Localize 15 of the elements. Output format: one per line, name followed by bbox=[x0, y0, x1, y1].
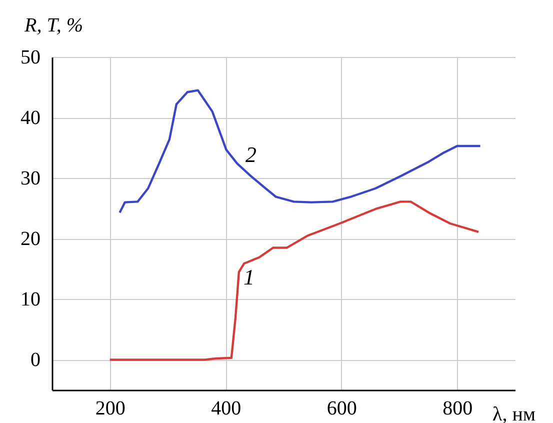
y-tick-label: 10 bbox=[20, 288, 40, 311]
y-tick-label: 40 bbox=[20, 107, 40, 130]
series-label: 2 bbox=[245, 142, 256, 167]
y-tick-label: 50 bbox=[20, 46, 40, 68]
y-axis-title: R, T, % bbox=[24, 14, 84, 36]
y-tick-label: 20 bbox=[20, 228, 40, 250]
line-series bbox=[108, 200, 480, 361]
y-tick-label: 0 bbox=[30, 349, 40, 372]
x-tick-label: 200 bbox=[95, 398, 126, 420]
series-label: 1 bbox=[243, 264, 254, 290]
y-tick-label: 30 bbox=[20, 168, 40, 190]
x-tick-label: 600 bbox=[326, 398, 357, 420]
x-tick-label: 800 bbox=[442, 398, 473, 420]
line-series bbox=[118, 89, 482, 214]
x-tick-label: 400 bbox=[211, 398, 242, 420]
